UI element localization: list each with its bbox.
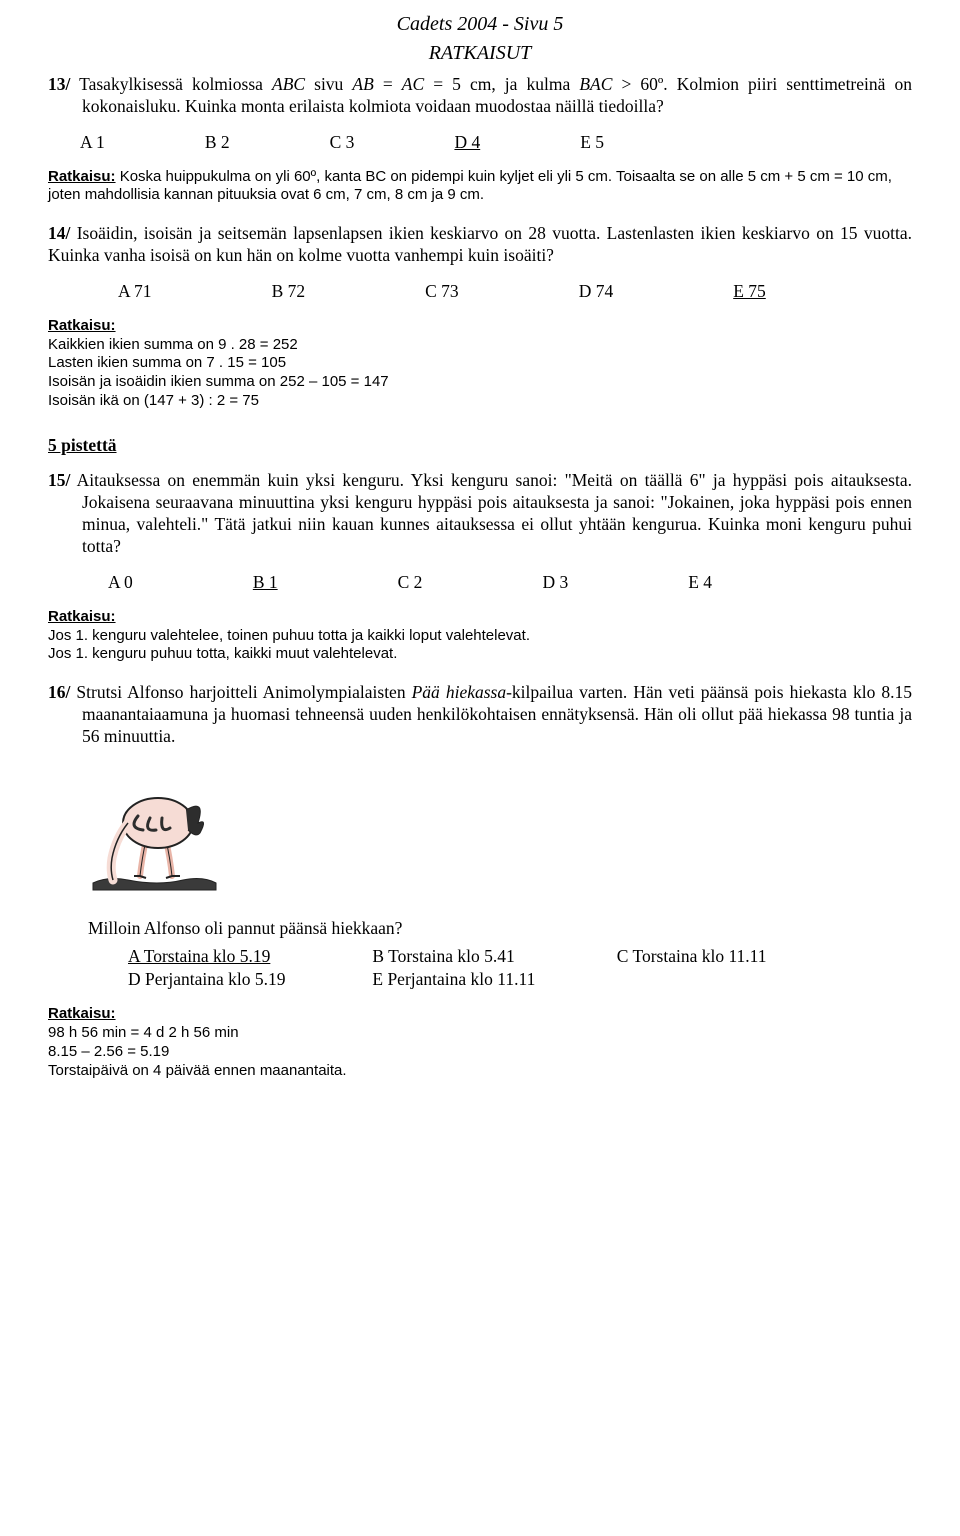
page-header-line2: RATKAISUT: [48, 41, 912, 66]
q13-abc: ABC: [272, 74, 305, 94]
q15-ans-b: B 1: [253, 572, 278, 594]
q13-a: Tasakylkisessä kolmiossa: [70, 74, 272, 94]
q14-s2: Lasten ikien summa on 7 . 15 = 105: [48, 354, 912, 373]
q16-ans-b: B Torstaina klo 5.41: [372, 946, 612, 968]
q13-ac: AC: [402, 74, 424, 94]
q16-when: Milloin Alfonso oli pannut päänsä hiekka…: [88, 918, 912, 940]
q15-ans-e: E 4: [688, 572, 712, 594]
q13-ab: AB: [352, 74, 373, 94]
q16-answers: A Torstaina klo 5.19 B Torstaina klo 5.4…: [128, 946, 912, 992]
q14-ans-b: B 72: [272, 281, 306, 303]
q15-solution: Ratkaisu: Jos 1. kenguru valehtelee, toi…: [48, 608, 912, 664]
q13-ans-b: B 2: [205, 132, 230, 154]
q15-ans-d: D 3: [542, 572, 568, 594]
q14-ans-a: A 71: [118, 281, 152, 303]
q14-ans-e: E 75: [733, 281, 766, 303]
q16-ans-e: E Perjantaina klo 11.11: [372, 969, 535, 991]
q16-a: Strutsi Alfonso harjoitteli Animolympial…: [70, 682, 411, 702]
q16-text: 16/ Strutsi Alfonso harjoitteli Animolym…: [48, 682, 912, 748]
q16-ital: Pää hiekassa: [412, 682, 506, 702]
q13-ans-d: D 4: [454, 132, 480, 154]
q14-ans-c: C 73: [425, 281, 459, 303]
q15-ans-a: A 0: [108, 572, 133, 594]
page-header-line1: Cadets 2004 - Sivu 5: [48, 12, 912, 37]
q15-text: 15/ Aitauksessa on enemmän kuin yksi ken…: [48, 470, 912, 558]
section-5p: 5 pistettä: [48, 435, 912, 457]
q14-answers: A 71 B 72 C 73 D 74 E 75: [118, 281, 912, 303]
q13-answers: A 1 B 2 C 3 D 4 E 5: [80, 132, 912, 154]
q13-d: = 5 cm, ja kulma: [424, 74, 579, 94]
q13-text: 13/ Tasakylkisessä kolmiossa ABC sivu AB…: [48, 74, 912, 118]
q14-num: 14/: [48, 223, 70, 243]
q13-solution: Ratkaisu: Koska huippukulma on yli 60º, …: [48, 168, 912, 206]
q14-s4: Isoisän ikä on (147 + 3) : 2 = 75: [48, 392, 912, 411]
q16-s2: 8.15 – 2.56 = 5.19: [48, 1043, 912, 1062]
q14-text: 14/ Isoäidin, isoisän ja seitsemän lapse…: [48, 223, 912, 267]
q15-s2: Jos 1. kenguru puhuu totta, kaikki muut …: [48, 645, 912, 664]
q15-answers: A 0 B 1 C 2 D 3 E 4: [108, 572, 912, 594]
q14-solution: Ratkaisu: Kaikkien ikien summa on 9 . 28…: [48, 317, 912, 411]
q13-c: =: [374, 74, 402, 94]
q16-question-block: Milloin Alfonso oli pannut päänsä hiekka…: [48, 918, 912, 992]
q13-ans-e: E 5: [580, 132, 604, 154]
q14-ans-d: D 74: [579, 281, 614, 303]
q13-ans-a: A 1: [80, 132, 105, 154]
q14-ratk-label: Ratkaisu:: [48, 317, 912, 336]
q13-ratk-text: Koska huippukulma on yli 60º, kanta BC o…: [48, 168, 892, 204]
q16-ans-a: A Torstaina klo 5.19: [128, 946, 368, 968]
q16-s1: 98 h 56 min = 4 d 2 h 56 min: [48, 1024, 912, 1043]
q13-bac: BAC: [579, 74, 612, 94]
q13-ans-c: C 3: [330, 132, 355, 154]
q13-b: sivu: [305, 74, 352, 94]
q15-s1: Jos 1. kenguru valehtelee, toinen puhuu …: [48, 627, 912, 646]
q15-num: 15/: [48, 470, 70, 490]
q14-s3: Isoisän ja isoäidin ikien summa on 252 –…: [48, 373, 912, 392]
q13-ratk-label: Ratkaisu:: [48, 168, 116, 185]
q16-num: 16/: [48, 682, 70, 702]
q14-body: Isoäidin, isoisän ja seitsemän lapsenlap…: [48, 223, 912, 265]
q15-ratk-label: Ratkaisu:: [48, 608, 912, 627]
q16-ans-c: C Torstaina klo 11.11: [617, 946, 767, 968]
q15-ans-c: C 2: [398, 572, 423, 594]
q16-solution: Ratkaisu: 98 h 56 min = 4 d 2 h 56 min 8…: [48, 1005, 912, 1080]
ostrich-image: [88, 768, 912, 898]
q13-num: 13/: [48, 74, 70, 94]
q14-s1: Kaikkien ikien summa on 9 . 28 = 252: [48, 336, 912, 355]
q16-ratk-label: Ratkaisu:: [48, 1005, 912, 1024]
q15-body: Aitauksessa on enemmän kuin yksi kenguru…: [70, 470, 912, 556]
q16-s3: Torstaipäivä on 4 päivää ennen maanantai…: [48, 1062, 912, 1081]
q16-ans-d: D Perjantaina klo 5.19: [128, 969, 368, 991]
